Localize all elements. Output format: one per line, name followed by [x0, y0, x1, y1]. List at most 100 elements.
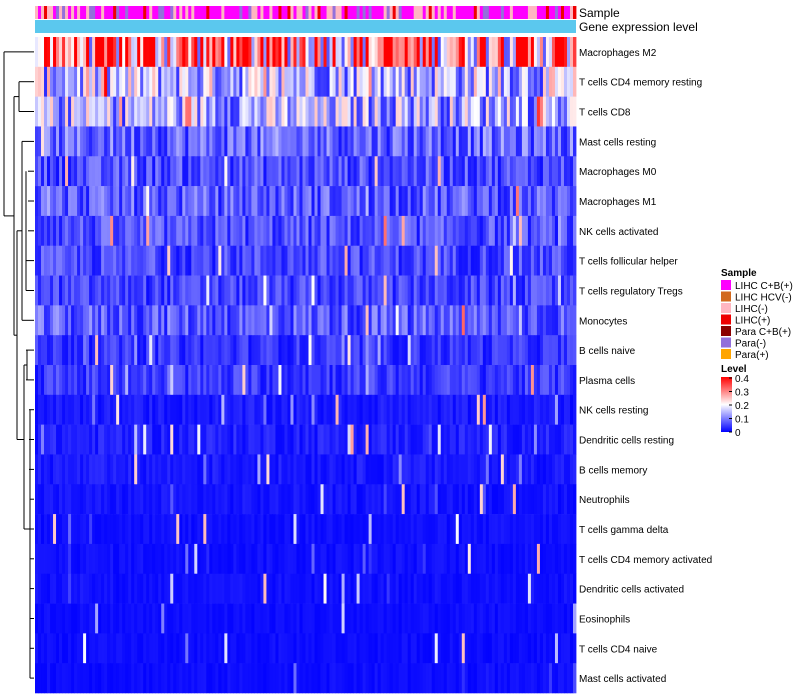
heatmap-cell [233, 424, 237, 455]
heatmap-cell [410, 603, 415, 634]
heatmap-cell [461, 186, 466, 217]
heatmap-cell [545, 186, 550, 217]
heatmap-cell [539, 454, 544, 485]
heatmap-cell [227, 245, 231, 276]
heatmap-cell [404, 37, 409, 68]
heatmap-cell [542, 186, 547, 217]
heatmap-cell [197, 394, 201, 425]
sample-annotation-cell [350, 6, 354, 19]
heatmap-cell [299, 96, 303, 127]
heatmap-cell [482, 514, 487, 545]
heatmap-cell [452, 245, 457, 276]
heatmap-cell [422, 424, 427, 455]
heatmap-cell [431, 603, 436, 634]
heatmap-cell [437, 394, 442, 425]
heatmap-cell [464, 543, 469, 575]
heatmap-cell [119, 514, 123, 545]
heatmap-cell [155, 514, 159, 545]
heatmap-cell [254, 365, 258, 396]
heatmap-cell [188, 603, 192, 634]
heatmap-cell [314, 365, 318, 396]
heatmap-cell [440, 633, 445, 664]
heatmap-cell [542, 543, 547, 575]
heatmap-cell [464, 186, 469, 217]
heatmap-cell [449, 603, 454, 634]
heatmap-cell [44, 66, 48, 97]
heatmap-cell [536, 424, 541, 455]
sample-annotation-cell [152, 6, 156, 19]
heatmap-cell [206, 484, 210, 515]
heatmap-cell [503, 454, 508, 485]
heatmap-cell [476, 394, 481, 425]
heatmap-cell [569, 335, 574, 366]
heatmap-cell [332, 424, 336, 455]
heatmap-cell [512, 424, 517, 455]
heatmap-cell [170, 484, 174, 515]
heatmap-cell [98, 126, 102, 157]
heatmap-cell [176, 365, 180, 396]
heatmap-cell [374, 156, 379, 187]
heatmap-cell [377, 186, 382, 217]
heatmap-cell [401, 663, 406, 694]
heatmap-cell [434, 454, 439, 485]
heatmap-cell [140, 305, 144, 336]
heatmap-cell [293, 186, 297, 217]
heatmap-cell [251, 275, 255, 306]
heatmap-cell [554, 514, 559, 545]
heatmap-cell [398, 484, 403, 515]
heatmap-cell [317, 126, 321, 157]
heatmap-cell [356, 66, 360, 97]
heatmap-cell [107, 543, 111, 575]
heatmap-cell [53, 394, 57, 425]
heatmap-cell [260, 96, 264, 127]
heatmap-cell [143, 275, 147, 306]
heatmap-cell [149, 543, 153, 575]
heatmap-cell [56, 275, 60, 306]
heatmap-cell [191, 215, 195, 247]
heatmap-cell [281, 394, 285, 425]
heatmap-cell [362, 126, 367, 157]
heatmap-cell [548, 126, 553, 157]
heatmap-cell [389, 275, 394, 306]
heatmap-cell [356, 126, 360, 157]
heatmap-cell [542, 365, 547, 396]
heatmap-cell [482, 66, 487, 97]
heatmap-cell [305, 335, 309, 366]
heatmap-cell [227, 394, 231, 425]
heatmap-cell [83, 663, 87, 694]
heatmap-cell [287, 454, 291, 485]
heatmap-cell [137, 484, 141, 515]
heatmap-cell [197, 633, 201, 664]
heatmap-cell [371, 305, 376, 336]
heatmap-cell [197, 424, 201, 455]
heatmap-cell [545, 484, 550, 515]
heatmap-cell [440, 96, 445, 127]
heatmap-cell [248, 454, 252, 485]
heatmap-cell [59, 126, 63, 157]
heatmap-cell [260, 186, 264, 217]
heatmap-cell [431, 514, 436, 545]
heatmap-cell [80, 394, 84, 425]
sample-annotation-cell [227, 6, 231, 19]
row-label: Monocytes [579, 316, 627, 327]
heatmap-cell [131, 126, 135, 157]
heatmap-cell [302, 633, 306, 664]
heatmap-cell [227, 633, 231, 664]
heatmap-cell [188, 633, 192, 664]
heatmap-cell [287, 37, 291, 68]
heatmap-cell [449, 66, 454, 97]
heatmap-cell [179, 514, 183, 545]
heatmap-cell [47, 454, 51, 485]
heatmap-cell [218, 335, 222, 366]
heatmap-cell [365, 126, 370, 157]
heatmap-cell [65, 484, 69, 515]
heatmap-cell [320, 663, 324, 694]
heatmap-cell [293, 663, 297, 694]
heatmap-cell [299, 365, 303, 396]
heatmap-cell [77, 215, 81, 247]
heatmap-cell [170, 424, 174, 455]
heatmap-cell [62, 275, 66, 306]
heatmap-cell [179, 126, 183, 157]
heatmap-cell [488, 394, 493, 425]
heatmap-cell [428, 603, 433, 634]
